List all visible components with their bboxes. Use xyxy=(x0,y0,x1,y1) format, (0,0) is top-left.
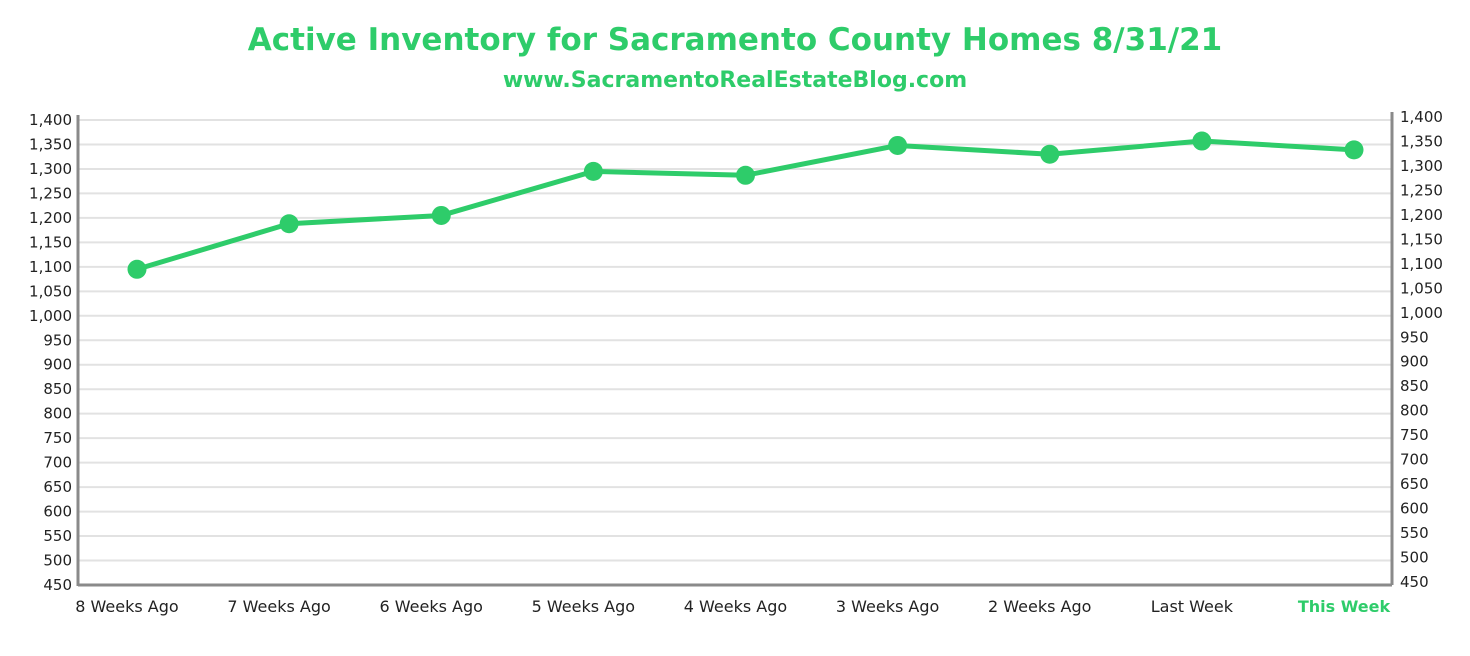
data-point xyxy=(888,135,908,155)
y-tick-label-left: 1,050 xyxy=(29,282,72,300)
y-tick-label-left: 500 xyxy=(43,552,72,570)
y-tick-label-right: 950 xyxy=(1400,328,1429,346)
x-tick-label: Last Week xyxy=(1151,597,1234,616)
y-tick-label-right: 1,400 xyxy=(1400,108,1443,126)
data-point xyxy=(1344,140,1364,160)
y-tick-label-right: 450 xyxy=(1400,573,1429,591)
y-tick-label-left: 850 xyxy=(43,380,72,398)
y-tick-label-left: 1,300 xyxy=(29,160,72,178)
data-point xyxy=(583,161,603,181)
y-tick-label-right: 550 xyxy=(1400,524,1429,542)
data-point xyxy=(1192,131,1212,151)
y-tick-label-left: 750 xyxy=(43,429,72,447)
y-tick-label-left: 1,200 xyxy=(29,209,72,227)
y-tick-label-left: 450 xyxy=(43,576,72,594)
y-tick-label-right: 1,250 xyxy=(1400,181,1443,199)
y-tick-label-right: 1,300 xyxy=(1400,157,1443,175)
y-tick-label-right: 800 xyxy=(1400,402,1429,420)
y-tick-label-right: 1,050 xyxy=(1400,279,1443,297)
x-tick-label: 5 Weeks Ago xyxy=(532,597,635,616)
y-tick-label-right: 1,150 xyxy=(1400,230,1443,248)
y-tick-label-left: 950 xyxy=(43,331,72,349)
data-point xyxy=(1040,144,1060,164)
y-tick-label-left: 550 xyxy=(43,527,72,545)
x-tick-label: This Week xyxy=(1298,597,1391,616)
chart-title: Active Inventory for Sacramento County H… xyxy=(247,22,1223,58)
y-tick-label-right: 650 xyxy=(1400,475,1429,493)
x-tick-label: 7 Weeks Ago xyxy=(227,597,330,616)
x-tick-label: 4 Weeks Ago xyxy=(684,597,787,616)
y-tick-label-right: 900 xyxy=(1400,353,1429,371)
data-point xyxy=(431,205,451,225)
y-tick-label-right: 500 xyxy=(1400,549,1429,567)
data-point xyxy=(736,165,755,185)
y-tick-label-right: 1,100 xyxy=(1400,255,1443,273)
y-tick-label-left: 1,100 xyxy=(29,258,72,276)
y-tick-label-right: 1,200 xyxy=(1400,206,1443,224)
series-line xyxy=(136,138,1355,272)
data-point xyxy=(279,214,299,234)
y-tick-label-left: 1,150 xyxy=(29,233,72,251)
y-tick-label-left: 600 xyxy=(43,503,72,521)
y-tick-label-left: 800 xyxy=(43,405,72,423)
y-tick-label-left: 1,250 xyxy=(29,184,72,202)
y-tick-label-left: 900 xyxy=(43,356,72,374)
y-tick-label-left: 700 xyxy=(43,454,72,472)
y-tick-label-right: 850 xyxy=(1400,377,1429,395)
x-tick-label: 8 Weeks Ago xyxy=(75,597,178,616)
y-tick-label-right: 1,350 xyxy=(1400,132,1443,150)
y-tick-label-left: 1,350 xyxy=(29,135,72,153)
x-tick-label: 3 Weeks Ago xyxy=(836,597,939,616)
y-tick-label-left: 650 xyxy=(43,478,72,496)
y-tick-label-left: 1,400 xyxy=(29,111,72,129)
chart-subtitle: www.SacramentoRealEstateBlog.com xyxy=(502,68,968,93)
y-tick-label-right: 1,000 xyxy=(1400,304,1443,322)
x-tick-label: 6 Weeks Ago xyxy=(380,597,483,616)
y-tick-label-right: 600 xyxy=(1400,500,1429,518)
data-point xyxy=(127,259,147,279)
y-tick-label-left: 1,000 xyxy=(29,307,72,325)
y-tick-label-right: 700 xyxy=(1400,451,1429,469)
x-tick-label: 2 Weeks Ago xyxy=(988,597,1091,616)
y-tick-label-right: 750 xyxy=(1400,426,1429,444)
